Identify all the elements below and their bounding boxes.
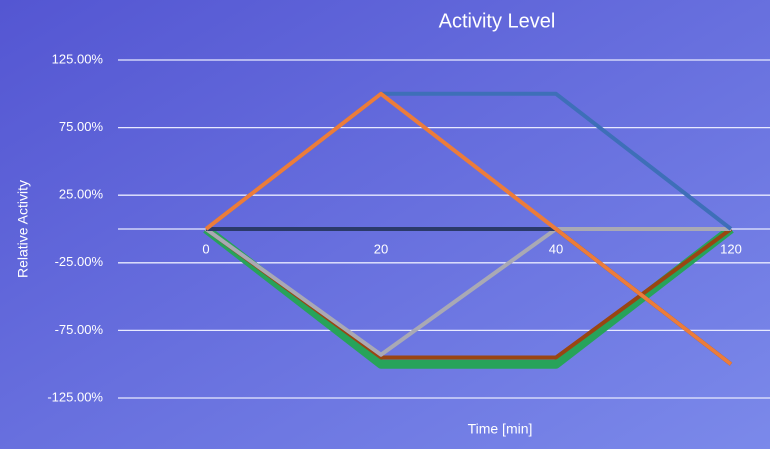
y-tick-label: 25.00% <box>59 187 104 202</box>
x-tick-label: 20 <box>374 241 388 256</box>
y-tick-label: 125.00% <box>52 51 104 66</box>
y-tick-label: -125.00% <box>47 389 103 404</box>
y-tick-label: -75.00% <box>55 322 104 337</box>
series-line <box>204 227 731 357</box>
y-axis-title: Relative Activity <box>15 180 31 278</box>
x-tick-label: 120 <box>720 241 742 256</box>
x-axis-title: Time [min] <box>468 421 533 437</box>
chart-title: Activity Level <box>439 10 556 32</box>
x-tick-label: 40 <box>549 241 563 256</box>
y-tick-label: 75.00% <box>59 119 104 134</box>
series-line <box>204 91 733 366</box>
y-tick-label: -25.00% <box>55 254 104 269</box>
x-tick-label: 0 <box>202 241 209 256</box>
